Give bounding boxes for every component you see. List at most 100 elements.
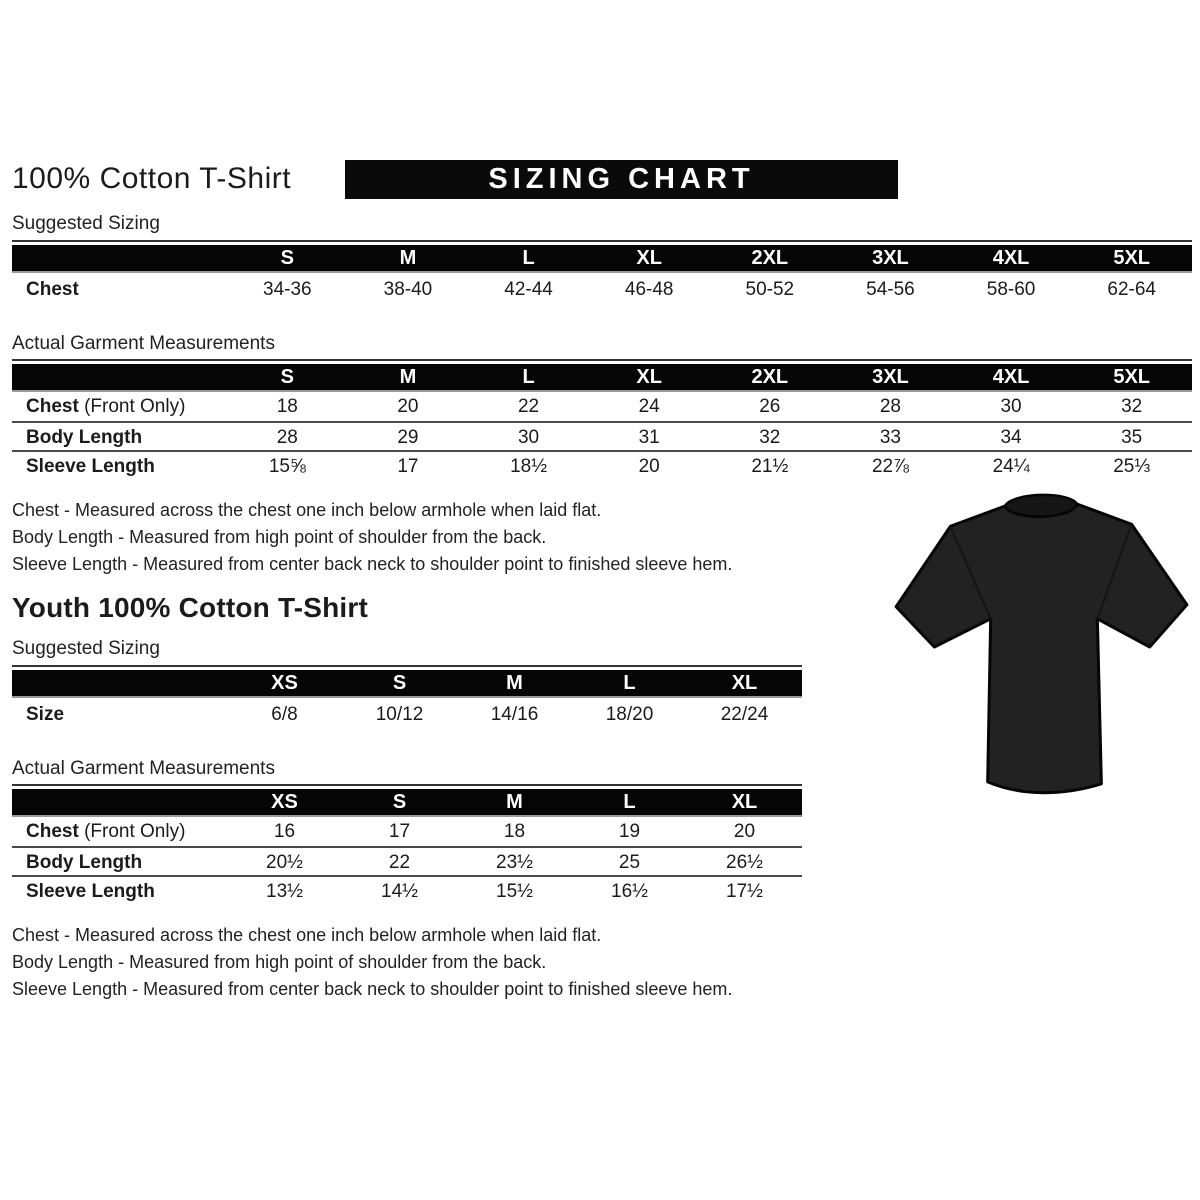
size-column-header: S <box>392 790 407 813</box>
table-row-chest-front-only: Chest (Front Only) 18 20 22 24 26 28 30 … <box>12 392 1192 421</box>
youth-measurements-header-row: XS S M L XL <box>12 789 802 817</box>
adult-measurement-notes: Chest - Measured across the chest one in… <box>12 497 1192 578</box>
adult-measurements-label: Actual Garment Measurements <box>12 333 275 354</box>
header-row: 100% Cotton T-Shirt SIZING CHART <box>12 160 1192 199</box>
size-column-header: 5XL <box>1113 365 1151 388</box>
youth-section-title: Youth 100% Cotton T-Shirt <box>12 592 369 623</box>
table-cell: 26 <box>759 396 781 417</box>
table-cell: 22⅞ <box>871 456 909 477</box>
adult-measurements-table: S M L XL 2XL 3XL 4XL 5XL Chest (Front On… <box>12 359 1192 479</box>
size-column-header: 5XL <box>1113 246 1151 269</box>
adult-suggested-sizing-table: S M L XL 2XL 3XL 4XL 5XL Chest 34-36 38-… <box>12 240 1192 307</box>
size-column-header: M <box>506 790 523 813</box>
table-cell: 54-56 <box>866 279 915 300</box>
table-cell: 18 <box>503 821 526 842</box>
table-cell: 20 <box>397 396 419 417</box>
table-cell: 13½ <box>266 881 303 902</box>
table-cell: 62-64 <box>1107 279 1156 300</box>
size-column-header: 4XL <box>992 365 1030 388</box>
table-cell: 22 <box>388 852 411 873</box>
table-cell: 28 <box>276 427 298 448</box>
youth-measurement-notes: Chest - Measured across the chest one in… <box>12 922 1192 1003</box>
row-label: Sleeve Length <box>26 456 155 477</box>
row-label: Chest (Front Only) <box>26 396 186 417</box>
table-cell: 14/16 <box>490 704 539 725</box>
adult-suggested-sizing-label: Suggested Sizing <box>12 213 160 234</box>
size-column-header: XL <box>636 246 662 269</box>
sizing-chart-banner: SIZING CHART <box>345 160 898 199</box>
table-cell: 22/24 <box>720 704 769 725</box>
table-cell: 35 <box>1121 427 1143 448</box>
table-cell: 18 <box>276 396 298 417</box>
table-cell: 10/12 <box>375 704 424 725</box>
table-row-size: Size 6/8 10/12 14/16 18/20 22/24 <box>12 698 802 732</box>
youth-measurements-table: XS S M L XL Chest (Front Only) 16 17 18 … <box>12 784 802 904</box>
table-cell: 15½ <box>496 881 533 902</box>
table-cell: 24¼ <box>992 456 1030 477</box>
size-column-header: S <box>280 365 294 388</box>
table-cell: 29 <box>397 427 419 448</box>
table-cell: 17½ <box>726 881 763 902</box>
table-cell: 26½ <box>726 852 763 873</box>
table-cell: 25 <box>618 852 641 873</box>
adult-suggested-header-row: S M L XL 2XL 3XL 4XL 5XL <box>12 245 1192 273</box>
table-cell: 16½ <box>611 881 648 902</box>
table-cell: 30 <box>517 427 540 448</box>
table-cell: 22 <box>517 396 540 417</box>
table-cell: 34-36 <box>263 279 312 300</box>
size-column-header: 3XL <box>872 365 909 388</box>
note-chest: Chest - Measured across the chest one in… <box>12 925 602 945</box>
table-cell: 30 <box>1000 396 1022 417</box>
table-cell: 58-60 <box>986 279 1036 300</box>
adult-measurements-header-row: S M L XL 2XL 3XL 4XL 5XL <box>12 364 1192 392</box>
note-sleeve-length: Sleeve Length - Measured from center bac… <box>12 979 733 999</box>
note-chest: Chest - Measured across the chest one in… <box>12 500 602 520</box>
size-column-header: L <box>623 790 636 813</box>
page-title: 100% Cotton T-Shirt <box>12 162 292 195</box>
table-row-chest-front-only: Chest (Front Only) 16 17 18 19 20 <box>12 817 802 846</box>
size-column-header: XL <box>731 790 758 813</box>
table-cell: 16 <box>273 821 296 842</box>
table-cell: 42-44 <box>504 279 553 300</box>
table-cell: 31 <box>638 427 660 448</box>
table-cell: 14½ <box>381 881 418 902</box>
table-cell: 17 <box>397 456 419 477</box>
table-cell: 32 <box>1121 396 1143 417</box>
youth-suggested-sizing-label: Suggested Sizing <box>12 638 160 659</box>
youth-measurements-label: Actual Garment Measurements <box>12 758 275 779</box>
note-body-length: Body Length - Measured from high point o… <box>12 527 547 547</box>
size-column-header: M <box>506 671 523 694</box>
size-column-header: 2XL <box>751 246 789 269</box>
row-label: Chest (Front Only) <box>26 821 186 842</box>
table-row-sleeve-length: Sleeve Length 13½ 14½ 15½ 16½ 17½ <box>12 875 802 904</box>
size-column-header: XS <box>271 671 298 694</box>
table-cell: 20 <box>638 456 660 477</box>
size-column-header: 3XL <box>872 246 909 269</box>
youth-suggested-header-row: XS S M L XL <box>12 670 802 698</box>
table-row-sleeve-length: Sleeve Length 15⅝ 17 18½ 20 21½ 22⅞ 24¼ … <box>12 450 1192 479</box>
size-column-header: XL <box>636 365 662 388</box>
row-label: Chest <box>26 279 79 300</box>
table-cell: 28 <box>879 396 901 417</box>
table-cell: 34 <box>1000 427 1022 448</box>
table-row-chest: Chest 34-36 38-40 42-44 46-48 50-52 54-5… <box>12 273 1192 307</box>
row-label: Body Length <box>26 427 143 448</box>
note-body-length: Body Length - Measured from high point o… <box>12 952 547 972</box>
table-cell: 18½ <box>510 456 548 477</box>
note-sleeve-length: Sleeve Length - Measured from center bac… <box>12 554 733 574</box>
row-label: Size <box>26 704 65 725</box>
table-cell: 46-48 <box>624 279 674 300</box>
table-cell: 24 <box>638 396 660 417</box>
table-cell: 50-52 <box>745 279 795 300</box>
table-cell: 19 <box>618 821 641 842</box>
size-column-header: S <box>392 671 407 694</box>
table-cell: 20 <box>733 821 756 842</box>
row-label: Sleeve Length <box>26 881 155 902</box>
size-column-header: S <box>280 246 294 269</box>
size-column-header: M <box>399 246 417 269</box>
size-column-header: L <box>522 246 535 269</box>
size-column-header: L <box>522 365 535 388</box>
table-cell: 17 <box>388 821 411 842</box>
size-column-header: XS <box>271 790 298 813</box>
